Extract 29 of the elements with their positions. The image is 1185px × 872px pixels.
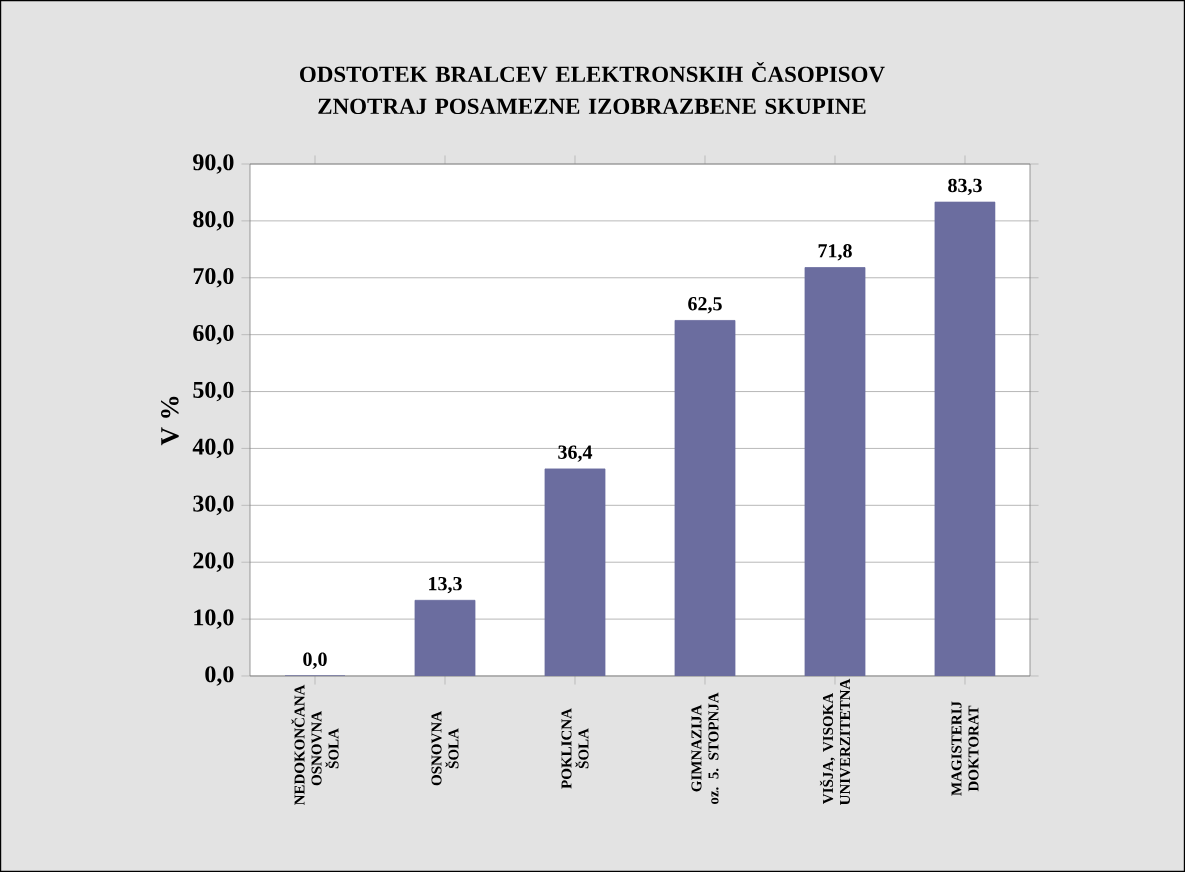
y-tick-label: 40,0 [192, 438, 234, 459]
x-tick-label: POKLICNA ŠOLA [561, 708, 589, 789]
data-label: 83,3 [948, 178, 982, 196]
y-tick-label: 0,0 [205, 666, 234, 686]
chart-title: ODSTOTEK BRALCEV ELEKTRONSKIH ČASOPISOV ZNOTRAJ POSAMEZNE IZOBRAZBENE SKUPINE [300, 61, 885, 115]
y-tick-label: 10,0 [194, 609, 234, 629]
y-tick-label: 80,0 [193, 211, 234, 231]
data-label: 0,0 [303, 652, 327, 669]
bar [934, 201, 996, 676]
y-tick-label: 30,0 [193, 495, 234, 516]
data-label: 36,4 [558, 445, 593, 462]
x-tick-label: GIMNAZIJA oz. 5. STOPNJA [691, 692, 719, 805]
x-tick-label: MAGISTERIJ DOKTORAT [951, 701, 979, 796]
x-tick-label: VIŠJA, VISOKA UNIVERZITETNA [819, 678, 851, 806]
bar [804, 267, 866, 676]
data-label: 62,5 [688, 297, 722, 314]
y-tick-label: 90,0 [193, 154, 234, 174]
y-tick-label: 50,0 [193, 381, 234, 402]
data-label: 13,3 [429, 576, 462, 594]
x-tick-label: NEDOKONČANA OSNOVNA ŠOLA [291, 684, 339, 806]
data-label: 71,8 [818, 244, 852, 261]
y-tick-label: 70,0 [193, 267, 234, 288]
y-tick-label: 60,0 [193, 324, 234, 345]
y-axis-title: V % [160, 396, 179, 446]
bar [414, 599, 476, 676]
bar [544, 468, 606, 676]
bar [674, 320, 736, 676]
x-tick-label: OSNOVNA ŠOLA [431, 711, 459, 786]
y-tick-label: 20,0 [193, 552, 234, 573]
